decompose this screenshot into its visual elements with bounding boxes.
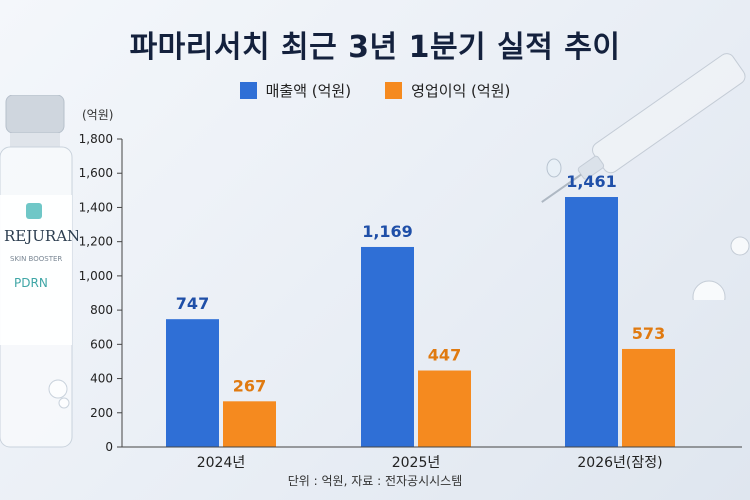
x-tick-label: 2026년(잠정) — [577, 455, 662, 471]
bar-operating-profit — [223, 401, 276, 447]
data-label-revenue: 1,169 — [362, 222, 413, 241]
y-tick-label: 0 — [105, 440, 113, 454]
brand-name: REJURAN — [4, 227, 78, 245]
syringe-illustration — [541, 53, 750, 300]
y-tick-label: 800 — [90, 303, 113, 317]
y-tick-label: 400 — [90, 372, 113, 386]
vial-illustration: REJURAN SKIN BOOSTER PDRN — [0, 95, 78, 448]
x-tick-label: 2024년 — [197, 455, 246, 471]
y-tick-label: 1,800 — [79, 132, 113, 146]
y-tick-label: 600 — [90, 337, 113, 351]
bar-revenue — [361, 246, 414, 447]
x-axis: 2024년 2025년 2026년(잠정) — [122, 446, 742, 471]
y-axis: 0 200 400 600 800 1,000 1,200 1,400 1,600 1,800 — [79, 132, 123, 454]
chart-title: 파마리서치 최근 3년 1분기 실적 추이 — [129, 30, 621, 65]
legend-label-revenue: 매출액 (억원) — [265, 82, 352, 100]
bars: 747 267 1,169 447 1,461 573 — [166, 172, 675, 447]
data-label-revenue: 1,461 — [566, 172, 617, 191]
y-tick-label: 1,000 — [79, 269, 113, 283]
y-tick-label: 1,600 — [79, 166, 113, 180]
data-label-operating-profit: 447 — [428, 346, 461, 365]
droplet-icon — [546, 158, 562, 178]
y-tick-label: 1,200 — [79, 235, 113, 249]
legend-item-revenue: 매출액 (억원) — [239, 80, 352, 101]
data-label-operating-profit: 573 — [632, 324, 665, 343]
y-axis-unit-label: (억원) — [82, 108, 114, 122]
y-tick-label: 1,400 — [79, 200, 113, 214]
legend-item-operating-profit: 영업이익 (억원) — [385, 80, 510, 101]
legend-swatch-operating-profit — [385, 82, 403, 99]
legend-swatch-revenue — [239, 82, 257, 99]
bar-revenue — [166, 319, 219, 447]
bar-operating-profit — [418, 370, 471, 447]
legend-label-operating-profit: 영업이익 (억원) — [411, 82, 511, 100]
bar-revenue — [565, 197, 618, 447]
brand-logo-icon — [26, 203, 42, 219]
source-note: 단위 : 억원, 자료 : 전자공시시스템 — [287, 474, 463, 488]
legend: 매출액 (억원) 영업이익 (억원) — [0, 80, 750, 101]
ingredient-label: PDRN — [14, 276, 48, 290]
data-label-revenue: 747 — [176, 294, 209, 313]
data-label-operating-profit: 267 — [233, 376, 266, 395]
x-tick-label: 2025년 — [392, 455, 441, 471]
y-tick-label: 200 — [90, 406, 113, 420]
bar-operating-profit — [622, 348, 675, 447]
product-line: SKIN BOOSTER — [10, 255, 62, 263]
